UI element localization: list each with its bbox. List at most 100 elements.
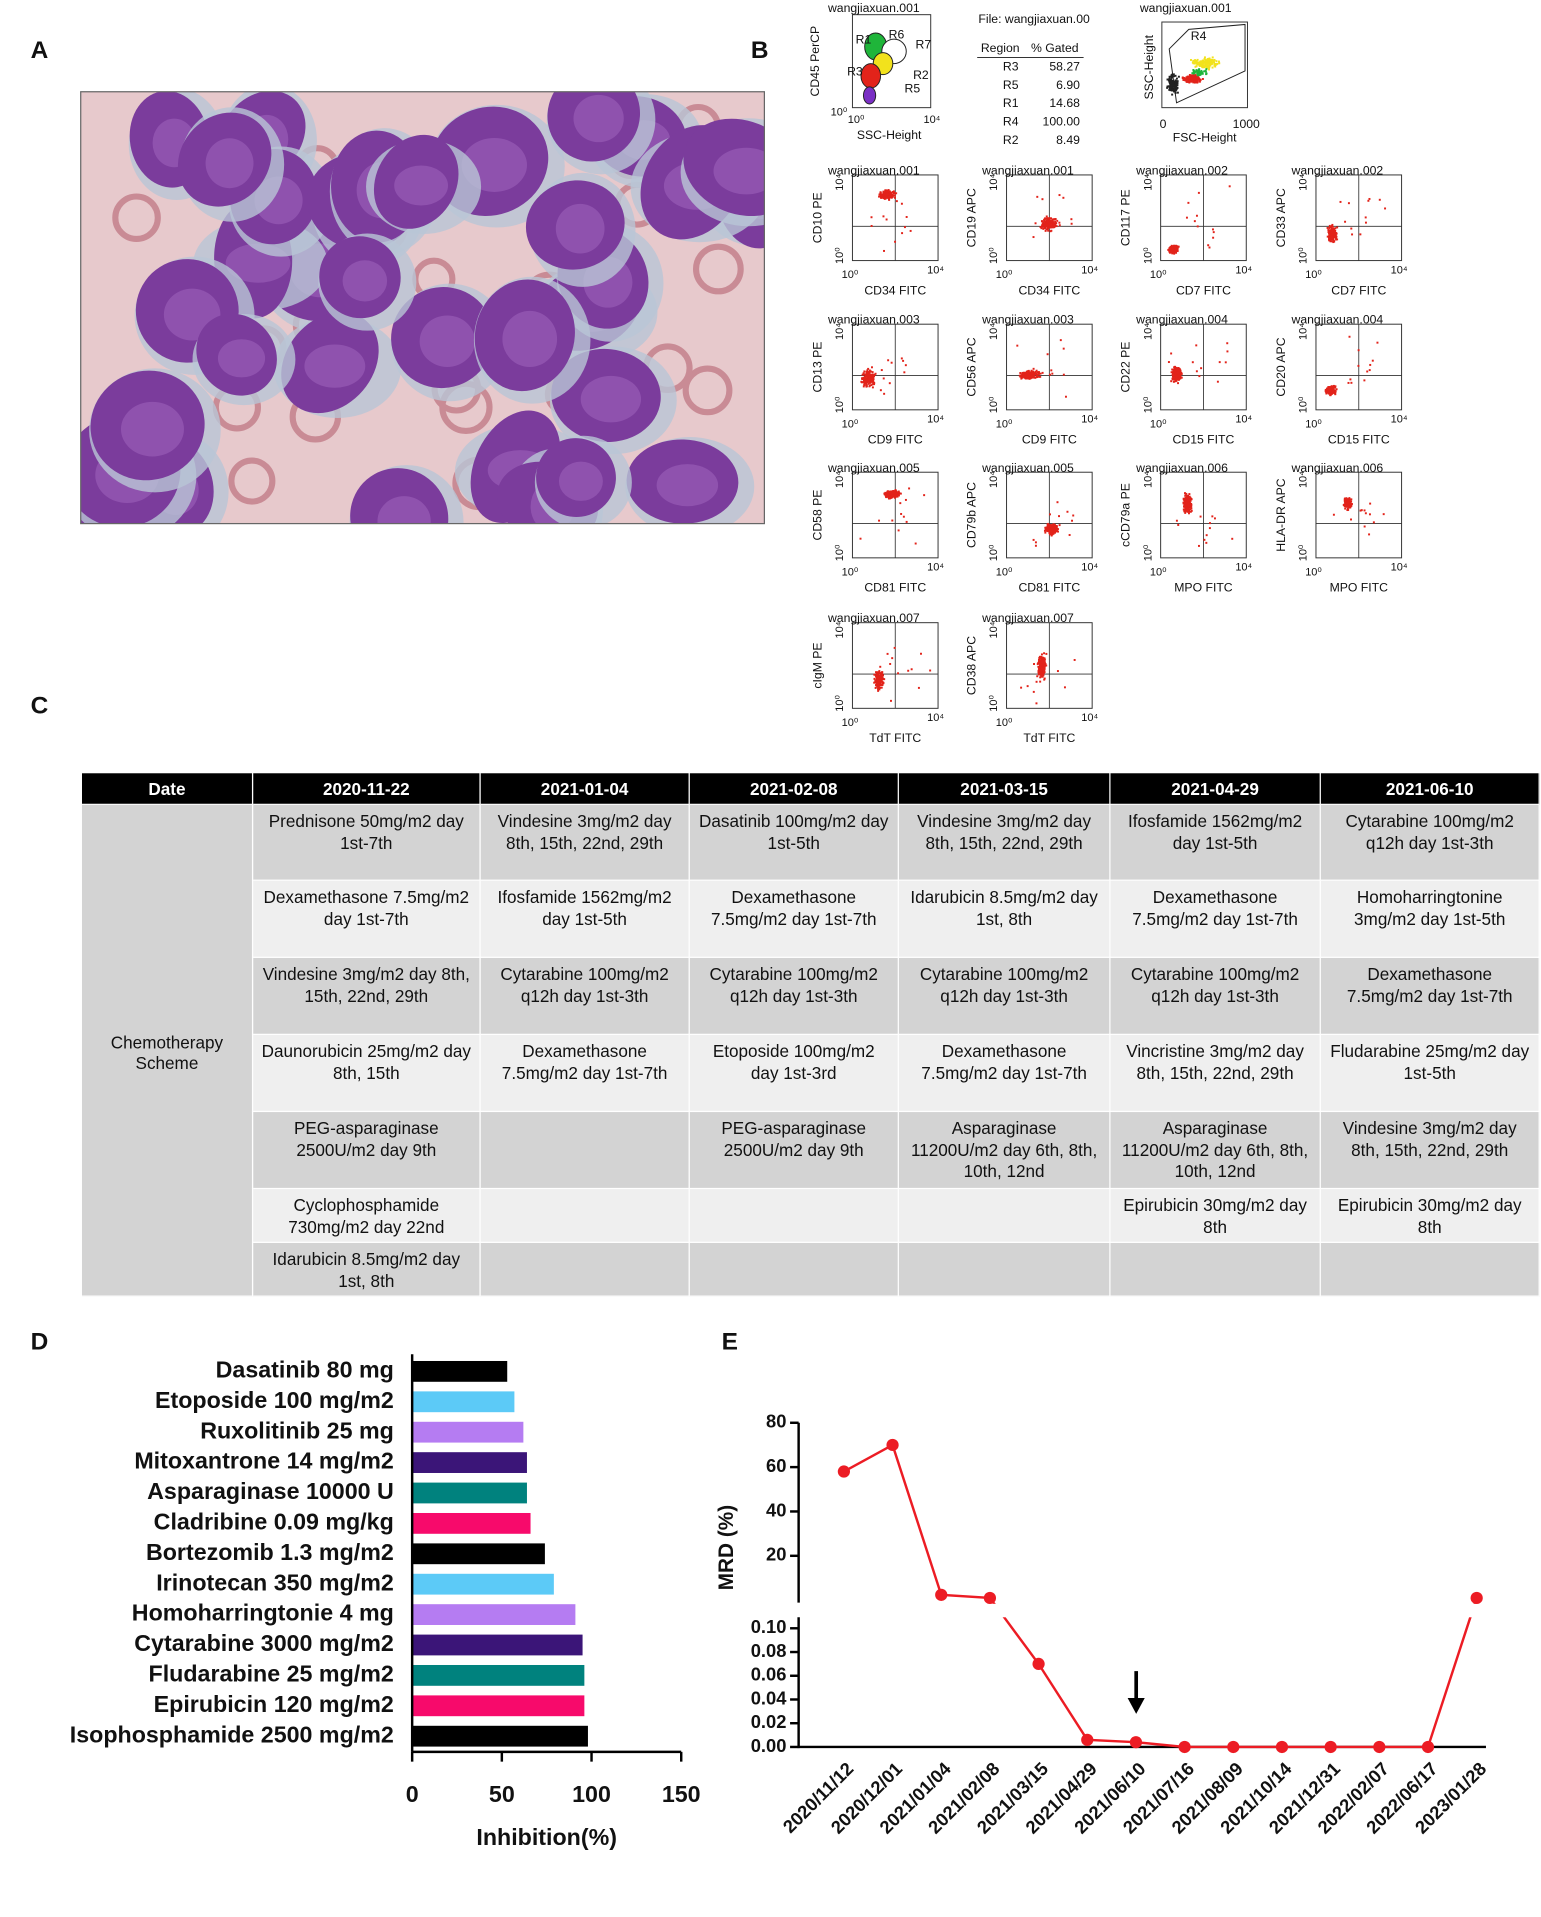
event-dot <box>923 494 926 497</box>
y-axis-label: CD58 PE <box>810 490 824 541</box>
event-dot <box>1172 83 1175 86</box>
event-dot <box>1039 664 1042 667</box>
event-dot <box>887 359 890 362</box>
event-dot <box>1033 663 1035 665</box>
event-dot <box>1185 492 1188 495</box>
bar <box>412 1452 527 1473</box>
event-dot <box>1187 502 1190 505</box>
table-cell: Vindesine 3mg/m2 day 8th, 15th, 22nd, 29… <box>1319 1110 1540 1190</box>
axis-break-gap <box>801 1603 1486 1618</box>
event-dot <box>1185 216 1188 219</box>
mrd-point <box>1421 1740 1435 1754</box>
tick-label: 10⁴ <box>927 712 944 724</box>
event-dot <box>896 495 899 498</box>
region-label: R5 <box>905 82 921 96</box>
event-dot <box>1038 661 1041 664</box>
header-cell: 2021-02-08 <box>688 771 899 805</box>
event-dot <box>867 374 870 377</box>
category-label: Isophosphamide 2500 mg/m2 <box>70 1721 394 1747</box>
event-dot <box>1211 228 1214 231</box>
gate-region <box>860 63 882 89</box>
event-dot <box>1039 375 1042 378</box>
event-dot <box>1334 392 1337 395</box>
event-dot <box>1211 515 1214 518</box>
event-dot <box>1058 515 1060 518</box>
event-dot <box>1042 657 1045 660</box>
event-dot <box>1213 517 1216 520</box>
event-dot <box>881 195 884 198</box>
event-dot <box>1174 246 1177 249</box>
event-dot <box>1052 528 1055 531</box>
category-label: Cytarabine 3000 mg/m2 <box>134 1630 394 1656</box>
y-axis-label: CD45 PerCP <box>808 26 822 97</box>
event-dot <box>1184 492 1186 495</box>
event-dot <box>1026 375 1029 378</box>
table-cell: Cytarabine 100mg/m2 q12h day 1st-3th <box>1319 803 1540 881</box>
x-axis-label: SSC-Height <box>857 128 922 142</box>
event-dot <box>1170 86 1173 89</box>
bar <box>412 1573 554 1595</box>
event-dot <box>865 385 868 388</box>
event-dot <box>1072 514 1075 517</box>
event-dot <box>1197 191 1200 194</box>
event-dot <box>1043 652 1046 655</box>
event-dot <box>903 371 906 374</box>
event-dot <box>873 373 876 376</box>
event-dot <box>1043 668 1045 671</box>
event-dot <box>866 381 869 384</box>
event-dot <box>1179 375 1182 377</box>
event-dot <box>1348 500 1351 503</box>
event-dot <box>868 384 871 387</box>
event-dot <box>862 372 865 375</box>
tick-label: 10⁰ <box>996 717 1013 729</box>
event-dot <box>1052 530 1055 533</box>
y-tick-label: 0.10 <box>751 1616 787 1637</box>
table-cell: Cytarabine 100mg/m2 q12h day 1st-3th <box>897 956 1111 1035</box>
plot-title: wangjiaxuan.006 <box>1291 461 1384 475</box>
event-dot <box>1364 512 1367 515</box>
event-dot <box>1193 70 1196 73</box>
event-dot <box>1169 78 1172 81</box>
nucleus-highlight <box>304 344 366 388</box>
event-dot <box>1042 227 1045 230</box>
event-dot <box>1192 76 1195 78</box>
event-dot <box>1200 62 1203 65</box>
event-dot <box>890 192 893 195</box>
event-dot <box>1041 222 1044 225</box>
event-dot <box>1170 380 1173 383</box>
event-dot <box>876 684 879 687</box>
event-dot <box>1326 387 1329 390</box>
tick-label: 10⁰ <box>988 695 1000 712</box>
event-dot <box>1331 229 1334 232</box>
category-label: Fludarabine 25 mg/m2 <box>149 1661 394 1687</box>
event-dot <box>1053 525 1056 528</box>
category-label: Etoposide 100 mg/m2 <box>155 1387 394 1413</box>
event-dot <box>890 361 893 364</box>
table-cell: Idarubicin 8.5mg/m2 day 1st, 8th <box>251 1241 481 1297</box>
event-dot <box>1041 225 1044 228</box>
event-dot <box>1209 60 1212 63</box>
event-dot <box>1070 222 1073 225</box>
event-dot <box>1016 344 1019 347</box>
event-dot <box>1032 236 1035 239</box>
event-dot <box>1172 378 1175 381</box>
event-dot <box>1192 81 1195 84</box>
event-dot <box>868 371 871 373</box>
event-dot <box>1328 227 1331 229</box>
event-dot <box>1040 653 1043 656</box>
event-dot <box>1187 494 1190 497</box>
event-dot <box>1204 70 1207 73</box>
y-axis-label: SSC-Height <box>1142 34 1156 99</box>
event-dot <box>1347 505 1350 508</box>
event-dot <box>1035 369 1038 372</box>
tick-label: 10⁴ <box>834 323 846 340</box>
event-dot <box>1344 503 1347 506</box>
event-dot <box>879 389 882 392</box>
tick-label: 10⁴ <box>927 562 944 574</box>
tick-label: 10⁰ <box>831 106 848 118</box>
event-dot <box>1329 390 1332 392</box>
event-dot <box>1333 229 1336 232</box>
nucleus-highlight <box>342 260 388 302</box>
event-dot <box>1055 526 1058 529</box>
event-dot <box>1039 669 1042 672</box>
